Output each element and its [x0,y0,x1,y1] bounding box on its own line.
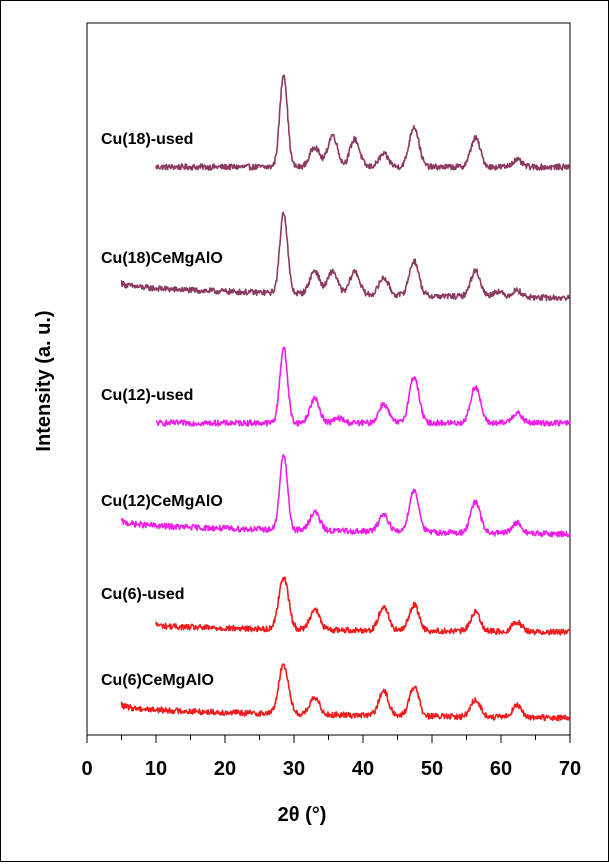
series-line-cu-18-cemgalo [120,211,571,302]
x-tick-label: 40 [352,758,374,780]
series-line-cu-6-cemgalo [120,663,570,722]
series-line-cu-6-used [155,576,571,636]
series-label: Cu(6)CeMgAlO [101,672,214,689]
x-axis-title: 2θ (°) [278,804,327,826]
x-tick-label: 50 [421,758,443,780]
series-line-cu-12-cemgalo [120,453,571,538]
x-tick-label: 0 [81,758,92,780]
series-label: Cu(12)-used [101,387,193,404]
series-label: Cu(18)-used [101,131,193,148]
x-tick-label: 20 [214,758,236,780]
series-label: Cu(6)-used [101,586,185,603]
series-group [120,74,571,722]
series-label: Cu(18)CeMgAlO [101,250,223,267]
y-axis-title: Intensity (a. u.) [33,310,55,451]
x-tick-label: 70 [559,758,581,780]
x-tick-label: 60 [490,758,512,780]
series-line-cu-12-used [155,346,571,427]
x-tick-label: 10 [145,758,167,780]
x-tick-label: 30 [283,758,305,780]
series-labels: Cu(18)-used Cu(18)CeMgAlO Cu(12)-used Cu(12… [101,131,223,689]
series-line-cu-18-used [155,74,571,171]
series-label: Cu(12)CeMgAlO [101,493,223,510]
x-axis-ticks: 0 10 20 30 40 50 60 70 [81,735,581,780]
